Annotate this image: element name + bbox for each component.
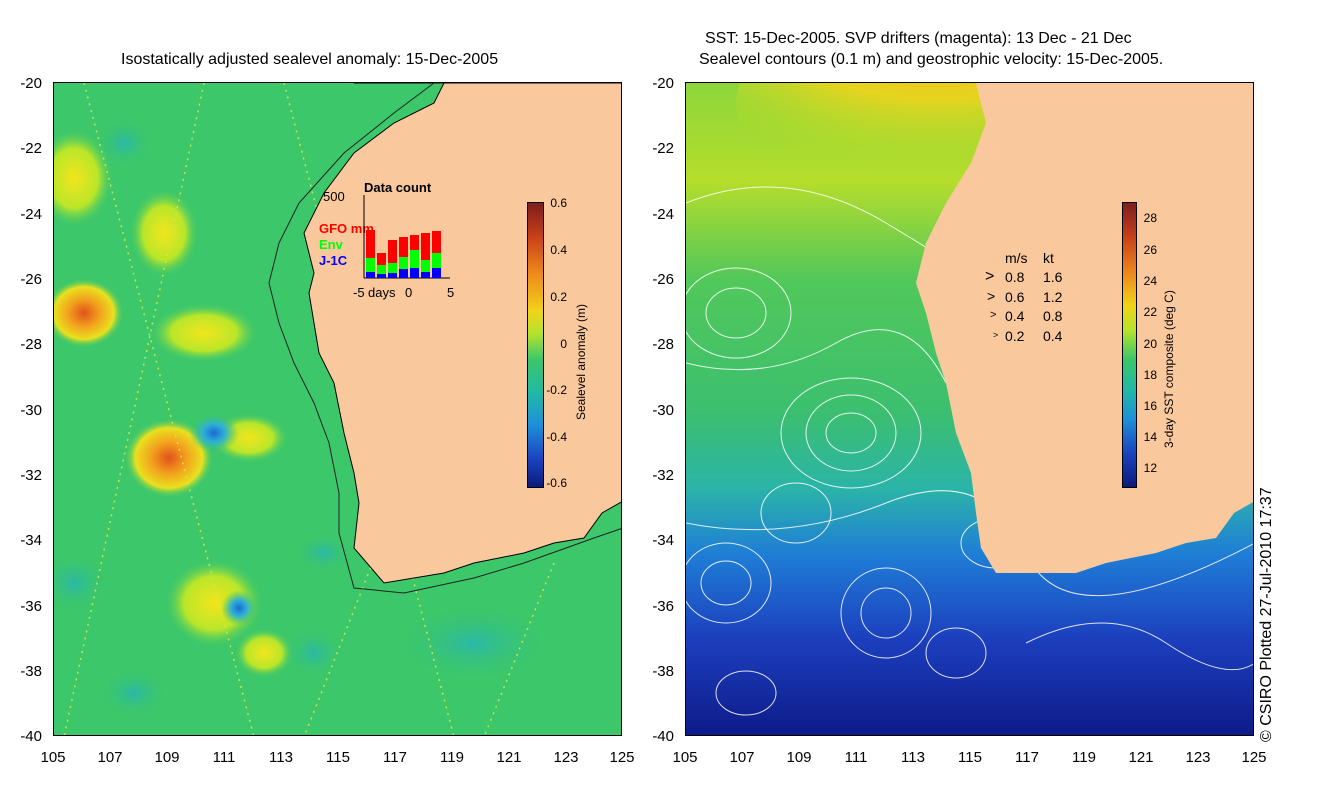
right-cb-tick-3: 22 [1143,305,1157,319]
right-map [685,82,1254,736]
left-colorbar-label: Sealevel anomaly (m) [574,303,588,420]
velocity-legend-ms-06: 0.6 [1005,289,1025,305]
velocity-legend-ms-04: 0.4 [1005,308,1025,324]
inset-series-j1c: J-1C [319,253,348,268]
right-cb-tick-5: 18 [1143,368,1157,382]
right-ytick: -22 [652,140,674,157]
left-xtick: 115 [326,749,350,766]
inset-bars [363,195,450,279]
right-xtick: 113 [901,749,925,766]
right-xtick: 125 [1241,749,1267,766]
inset-title: Data count [364,180,432,195]
inset-series-gfo: GFO mm [319,221,374,236]
right-ytick: -30 [652,402,674,419]
left-ytick: -26 [20,271,42,288]
left-xtick: 107 [97,749,123,766]
right-xtick: 121 [1128,749,1154,766]
velocity-arrow-icon-08: > [985,268,995,285]
left-ytick: -32 [20,467,42,484]
right-ytick: -28 [652,336,674,353]
left-xtick: 125 [609,749,635,766]
inset-xtick-5: 5 [447,285,455,300]
right-ytick: -32 [652,467,674,484]
right-cb-tick-2: 24 [1143,274,1157,288]
right-panel-title-line2: Sealevel contours (0.1 m) and geostrophi… [699,51,1164,68]
inset-xtick-neg5: -5 [353,285,365,300]
right-ytick: -38 [652,663,674,680]
inset-series-env: Env [319,237,343,252]
left-xtick: 121 [496,749,522,766]
left-xtick: 109 [154,749,180,766]
left-ytick: -30 [20,402,42,419]
left-ytick: -34 [20,532,42,549]
right-ytick: -26 [652,271,674,288]
left-ytick: -22 [20,140,42,157]
left-ytick: -24 [20,206,42,223]
left-ytick: -40 [20,728,42,745]
left-xtick: 123 [553,749,579,766]
velocity-legend-header-kt: kt [1043,250,1054,266]
right-xtick: 117 [1015,749,1039,766]
sst-map [686,83,1253,735]
inset-xtick-days: days [368,285,396,300]
left-xtick: 105 [40,749,66,766]
left-xtick: 111 [212,749,236,766]
velocity-arrow-icon-04: > [990,309,997,321]
right-panel-title-line1: SST: 15-Dec-2005. SVP drifters (magenta)… [705,30,1132,47]
left-colorbar [527,202,544,488]
right-xtick: 123 [1185,749,1211,766]
left-ytick: -38 [20,663,42,680]
right-ytick: -34 [652,532,674,549]
velocity-legend-kt-08: 1.6 [1043,269,1063,285]
csiro-credit: © CSIRO Plotted 27-Jul-2010 17:37 [1258,487,1275,742]
right-ytick: -24 [652,206,674,223]
inset-ymax-label: 500 [323,189,345,204]
right-colorbar [1122,202,1137,488]
right-cb-tick-0: 28 [1143,211,1157,225]
left-xtick: 113 [269,749,293,766]
right-ytick: -20 [652,75,674,92]
left-cb-tick-2: 0.2 [550,290,567,304]
right-cb-tick-6: 16 [1143,399,1157,413]
left-xtick: 119 [440,749,464,766]
left-ytick: -20 [20,75,42,92]
velocity-legend-kt-02: 0.4 [1043,328,1063,344]
velocity-legend-ms-02: 0.2 [1005,328,1025,344]
right-xtick: 115 [958,749,982,766]
sealevel-anomaly-map [54,83,621,735]
right-cb-tick-7: 14 [1143,430,1157,444]
inset-xtick-0: 0 [405,285,413,300]
left-cb-tick-5: -0.4 [546,430,567,444]
velocity-arrow-icon-06: > [987,288,996,304]
velocity-legend-kt-06: 1.2 [1043,289,1063,305]
right-ytick: -36 [652,598,674,615]
velocity-arrow-icon-02: > [993,330,999,340]
right-xtick: 107 [729,749,755,766]
right-ytick: -40 [652,728,674,745]
right-cb-tick-1: 26 [1143,243,1157,257]
velocity-legend-header-ms: m/s [1005,250,1028,266]
australia-land [916,83,1253,573]
left-cb-tick-1: 0.4 [550,243,567,257]
left-panel-title: Isostatically adjusted sealevel anomaly:… [121,51,499,68]
right-xtick: 111 [844,749,868,766]
right-xtick: 119 [1072,749,1096,766]
left-cb-tick-4: -0.2 [546,383,567,397]
right-colorbar-label: 3-day SST composite (deg C) [1162,290,1176,448]
left-cb-tick-0: 0.6 [550,196,567,210]
left-map [53,82,622,736]
velocity-legend-kt-04: 0.8 [1043,308,1063,324]
right-xtick: 105 [672,749,698,766]
left-cb-tick-6: -0.6 [546,476,567,490]
left-ytick: -28 [20,336,42,353]
right-xtick: 109 [786,749,812,766]
left-cb-tick-3: 0 [560,337,567,351]
right-cb-tick-8: 12 [1143,461,1157,475]
right-cb-tick-4: 20 [1143,337,1157,351]
velocity-legend-ms-08: 0.8 [1005,269,1025,285]
left-ytick: -36 [20,598,42,615]
left-xtick: 117 [383,749,407,766]
